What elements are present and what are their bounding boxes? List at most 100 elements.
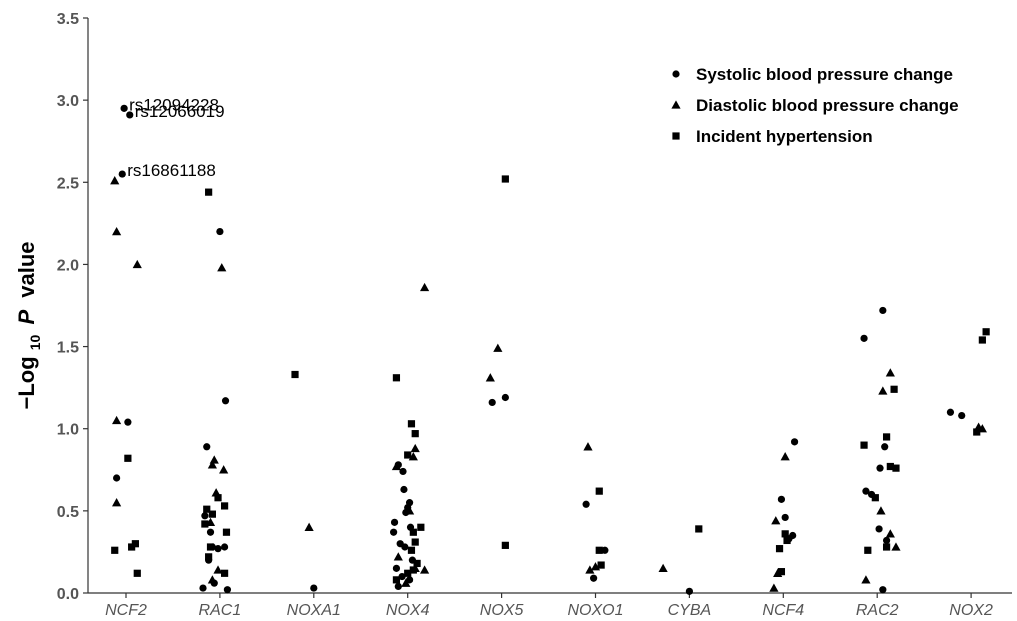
data-point-circle [220, 543, 229, 551]
data-point-square [597, 561, 605, 569]
y-tick-label: 3.0 [57, 93, 79, 110]
data-point-circle [879, 306, 887, 315]
data-point-triangle [112, 498, 122, 507]
data-point-square [871, 494, 879, 502]
data-point-square [220, 569, 229, 577]
data-point-circle [777, 495, 786, 503]
data-point-triangle [219, 465, 229, 474]
y-ticks: 0.0 0.5 1.0 1.5 2.0 2.5 3.0 3.5 [57, 11, 88, 603]
data-point-triangle [112, 226, 122, 236]
data-point-circle [401, 543, 409, 551]
data-point-square [978, 336, 986, 344]
data-point-square [892, 464, 900, 472]
data-point-circle [214, 545, 222, 553]
data-point-circle [882, 536, 891, 545]
data-point-square [860, 441, 868, 449]
y-axis-title-p: P [14, 310, 39, 325]
data-point-triangle [658, 563, 668, 573]
data-point-circle [875, 525, 883, 533]
legend-label: Diastolic blood pressure change [696, 96, 959, 115]
data-point-triangle [878, 386, 888, 395]
x-tick-label-cyba: CYBA [668, 602, 712, 619]
data-point-triangle [207, 575, 217, 584]
data-point-square [205, 188, 213, 196]
data-point-circle [126, 111, 134, 119]
data-point-triangle [401, 578, 411, 587]
annotation-label: rs12094228 [129, 95, 219, 114]
data-point-square [409, 566, 417, 574]
x-ticks: NCF2 RAC1 NOXA1 NOX4 NOX5 NOXO1 CYBA NCF4 RAC2 NO… [105, 593, 993, 619]
data-point-circle [118, 170, 126, 178]
data-point-square [222, 528, 231, 536]
data-point-square [291, 370, 299, 379]
data-point-circle [310, 584, 318, 592]
data-point-triangle [493, 343, 503, 352]
data-point-triangle [213, 565, 223, 574]
data-point-circle [203, 443, 211, 451]
x-tick-label-rac2: RAC2 [856, 602, 899, 619]
data-point-circle [216, 227, 224, 236]
data-point-circle [394, 582, 402, 591]
data-point-triangle [769, 583, 779, 592]
y-tick-label: 3.5 [57, 11, 79, 28]
data-point-square [392, 576, 401, 584]
x-tick-label-noxo1: NOXO1 [567, 602, 623, 619]
data-point-circle [488, 398, 496, 407]
data-point-circle [206, 528, 215, 536]
data-point-square [411, 538, 419, 546]
data-point-circle [946, 408, 955, 416]
data-point-triangle [771, 516, 781, 525]
data-point-circle [113, 474, 121, 482]
legend-label: Systolic blood pressure change [696, 65, 953, 84]
data-point-square [982, 328, 990, 336]
data-point-square [203, 505, 211, 513]
data-point-circle [400, 485, 408, 494]
data-point-square [413, 559, 421, 568]
y-axis-title-suffix: value [14, 241, 39, 297]
data-point-triangle [110, 176, 120, 185]
data-point-circle [582, 500, 590, 508]
data-point-circle [399, 467, 407, 476]
data-point-triangle [207, 460, 217, 469]
data-point-triangle [585, 565, 595, 574]
data-point-triangle [393, 552, 403, 561]
data-point-square [501, 541, 509, 549]
data-point-triangle [876, 506, 886, 515]
x-tick-label-nox5: NOX5 [480, 602, 524, 619]
data-point-triangle [132, 259, 142, 269]
data-point-square [409, 528, 417, 536]
data-point-square [133, 569, 141, 577]
data-point-circle [199, 584, 207, 592]
data-point-square [214, 494, 222, 502]
data-point-square [417, 523, 425, 531]
data-point-square [890, 385, 898, 393]
data-point-square [206, 543, 215, 551]
data-point-square [208, 510, 216, 518]
y-tick-label: 1.0 [57, 422, 79, 439]
data-point-triangle [891, 542, 901, 551]
data-point-square [886, 462, 894, 471]
data-point-circle [789, 531, 797, 540]
y-tick-label: 0.5 [57, 504, 79, 521]
y-tick-label: 0.0 [57, 586, 79, 603]
annotation-label: rs12066019 [135, 102, 225, 121]
legend-marker-square [672, 132, 680, 140]
data-point-circle [685, 587, 694, 595]
y-tick-label: 1.5 [57, 340, 79, 357]
series-circle [113, 104, 966, 595]
data-point-triangle [420, 282, 430, 292]
data-point-square [781, 530, 789, 538]
axes: 0.0 0.5 1.0 1.5 2.0 2.5 3.0 3.5 NCF2 RAC1 NOXA1 NO… [57, 11, 1012, 619]
data-point-square [882, 433, 891, 441]
data-point-circle [862, 487, 870, 495]
data-point-square [404, 451, 412, 459]
data-point-square [411, 430, 419, 438]
series-square [111, 175, 990, 584]
data-point-triangle [391, 461, 402, 471]
data-point-square [501, 175, 509, 183]
data-point-square [775, 545, 784, 553]
data-point-triangle [485, 373, 495, 382]
data-point-circle [790, 438, 799, 446]
data-point-circle [881, 443, 889, 451]
